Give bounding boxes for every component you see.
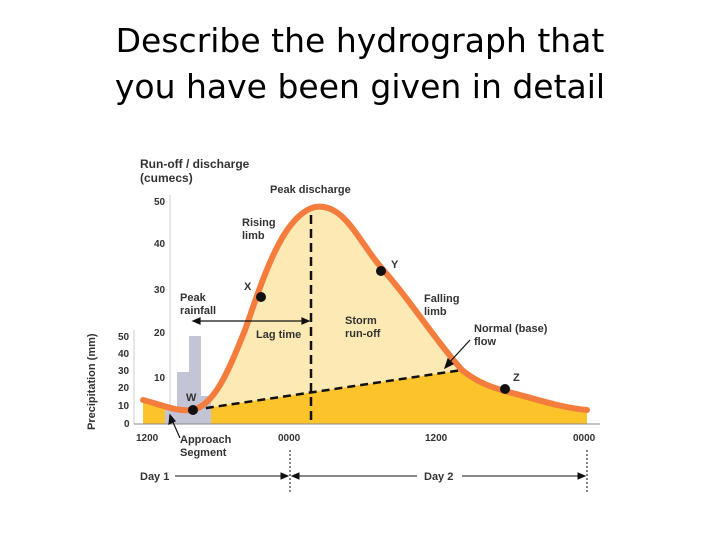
base-flow-label-1: Normal (base) <box>474 323 548 335</box>
precip-tick: 0 <box>124 419 130 430</box>
rising-limb-label-2: limb <box>242 230 265 242</box>
precip-tick: 50 <box>118 332 130 343</box>
title-line-1: Describe the hydrograph that <box>115 21 605 60</box>
discharge-tick: 50 <box>154 197 166 208</box>
time-tick: 0000 <box>278 433 301 444</box>
storm-runoff-area <box>193 206 462 410</box>
precip-ticks: 50 40 30 20 10 0 <box>118 332 130 430</box>
lag-time-arrow <box>191 317 311 325</box>
base-flow-pointer <box>443 339 471 370</box>
point-w-marker <box>188 405 198 415</box>
time-ticks: 1200 0000 1200 0000 <box>136 433 596 444</box>
rain-bar-4 <box>201 396 211 424</box>
title-line-2: you have been given in detail <box>114 67 606 106</box>
point-x-marker <box>256 292 266 302</box>
point-y-marker <box>376 266 386 276</box>
point-z-label: Z <box>513 372 520 384</box>
peak-discharge-label: Peak discharge <box>270 184 351 196</box>
discharge-tick: 30 <box>154 285 166 296</box>
point-z-marker <box>500 384 510 394</box>
precip-tick: 20 <box>118 383 130 394</box>
time-tick: 1200 <box>425 433 448 444</box>
precip-axis-title: Precipitation (mm) <box>86 333 98 430</box>
base-flow-label-2: flow <box>474 336 496 348</box>
point-w-label: W <box>186 392 197 404</box>
rising-limb-label-1: Rising <box>242 217 276 229</box>
day-markers <box>175 450 588 492</box>
approach-segment-label-2: Segment <box>180 447 227 459</box>
approach-segment-label-1: Approach <box>180 434 232 446</box>
falling-limb-label-1: Falling <box>424 293 459 305</box>
slide-title: Describe the hydrograph that you have be… <box>0 18 720 110</box>
approach-pointer <box>168 413 181 439</box>
discharge-tick: 10 <box>154 373 166 384</box>
lag-time-label: Lag time <box>256 329 301 341</box>
discharge-axis-title-2: (cumecs) <box>140 171 193 185</box>
discharge-tick: 40 <box>154 239 166 250</box>
precip-tick: 10 <box>118 401 130 412</box>
discharge-tick: 20 <box>154 328 166 339</box>
point-x-label: X <box>244 281 252 293</box>
storm-runoff-label-2: run-off <box>345 328 381 340</box>
time-tick: 0000 <box>573 433 596 444</box>
base-flow-area <box>143 370 587 424</box>
storm-runoff-label-1: Storm <box>345 315 377 327</box>
time-tick: 1200 <box>136 433 159 444</box>
peak-rainfall-label-2: rainfall <box>180 305 216 317</box>
point-y-label: Y <box>391 259 399 271</box>
baseflow-separation-line <box>192 368 463 412</box>
precip-tick: 30 <box>118 366 130 377</box>
discharge-ticks: 50 40 30 20 10 <box>154 197 166 384</box>
day-1-label: Day 1 <box>140 471 169 483</box>
precip-tick: 40 <box>118 349 130 360</box>
falling-limb-label-2: limb <box>424 306 447 318</box>
discharge-axis-title-1: Run-off / discharge <box>140 157 250 171</box>
peak-rainfall-label-1: Peak <box>180 292 207 304</box>
rain-bar-3 <box>189 336 201 424</box>
day-2-label: Day 2 <box>424 471 453 483</box>
